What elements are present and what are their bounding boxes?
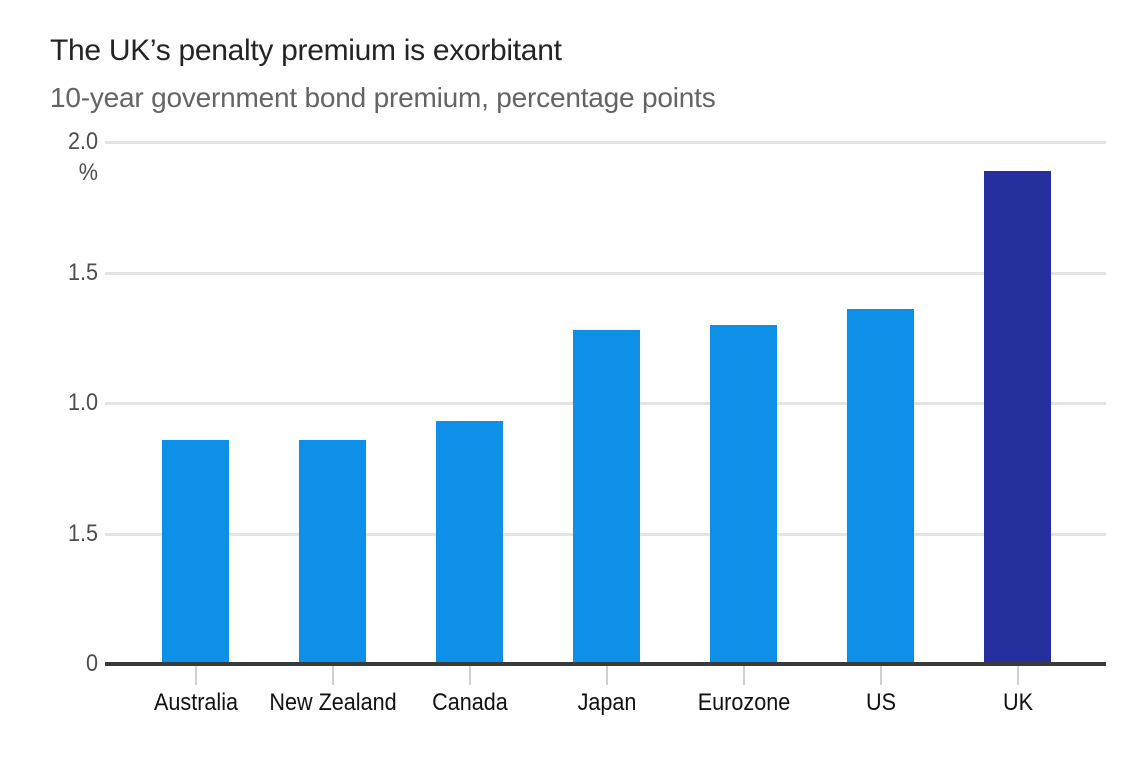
x-axis-tick-mark <box>742 666 745 685</box>
x-axis-line <box>105 662 1106 666</box>
x-axis-tick-mark <box>331 666 334 685</box>
y-axis-tick-label: 2.0 <box>67 128 98 155</box>
y-axis-tick-label: 1.5 <box>67 519 98 547</box>
x-axis-category-label-us: US <box>865 689 896 716</box>
x-axis-tick-mark <box>1016 666 1019 685</box>
x-axis-category-label-eurozone: Eurozone <box>697 689 790 716</box>
y-axis-tick-label: 1.0 <box>67 389 98 416</box>
y-axis-tick-label: 1.5 <box>67 258 98 286</box>
x-axis-category-label-uk: UK <box>1002 689 1033 716</box>
chart-title: The UK’s penalty premium is exorbitant <box>50 34 562 67</box>
x-axis-tick-mark <box>194 666 197 685</box>
bar-canada <box>436 421 503 662</box>
bar-uk <box>984 170 1051 662</box>
bar-japan <box>573 329 640 662</box>
gridline-1.5 <box>105 271 1106 275</box>
x-axis-category-label-canada: Canada <box>431 689 508 716</box>
x-axis-tick-mark <box>605 666 608 685</box>
bar-new-zealand <box>299 439 366 662</box>
x-axis-category-label-australia: Australia <box>153 689 238 716</box>
x-axis-tick-mark <box>879 666 882 685</box>
y-axis-unit-label: % <box>78 159 98 186</box>
bar-eurozone <box>710 324 777 662</box>
x-axis-category-label-japan: Japan <box>577 689 636 716</box>
x-axis-tick-mark <box>468 666 471 685</box>
chart-subtitle: 10-year government bond premium, percent… <box>50 82 716 113</box>
y-axis-tick-label: 0 <box>85 650 98 677</box>
gridline-2.0 <box>105 141 1106 144</box>
x-axis-category-label-new-zealand: New Zealand <box>268 689 397 716</box>
bar-australia <box>162 439 229 662</box>
bar-us <box>847 309 914 662</box>
